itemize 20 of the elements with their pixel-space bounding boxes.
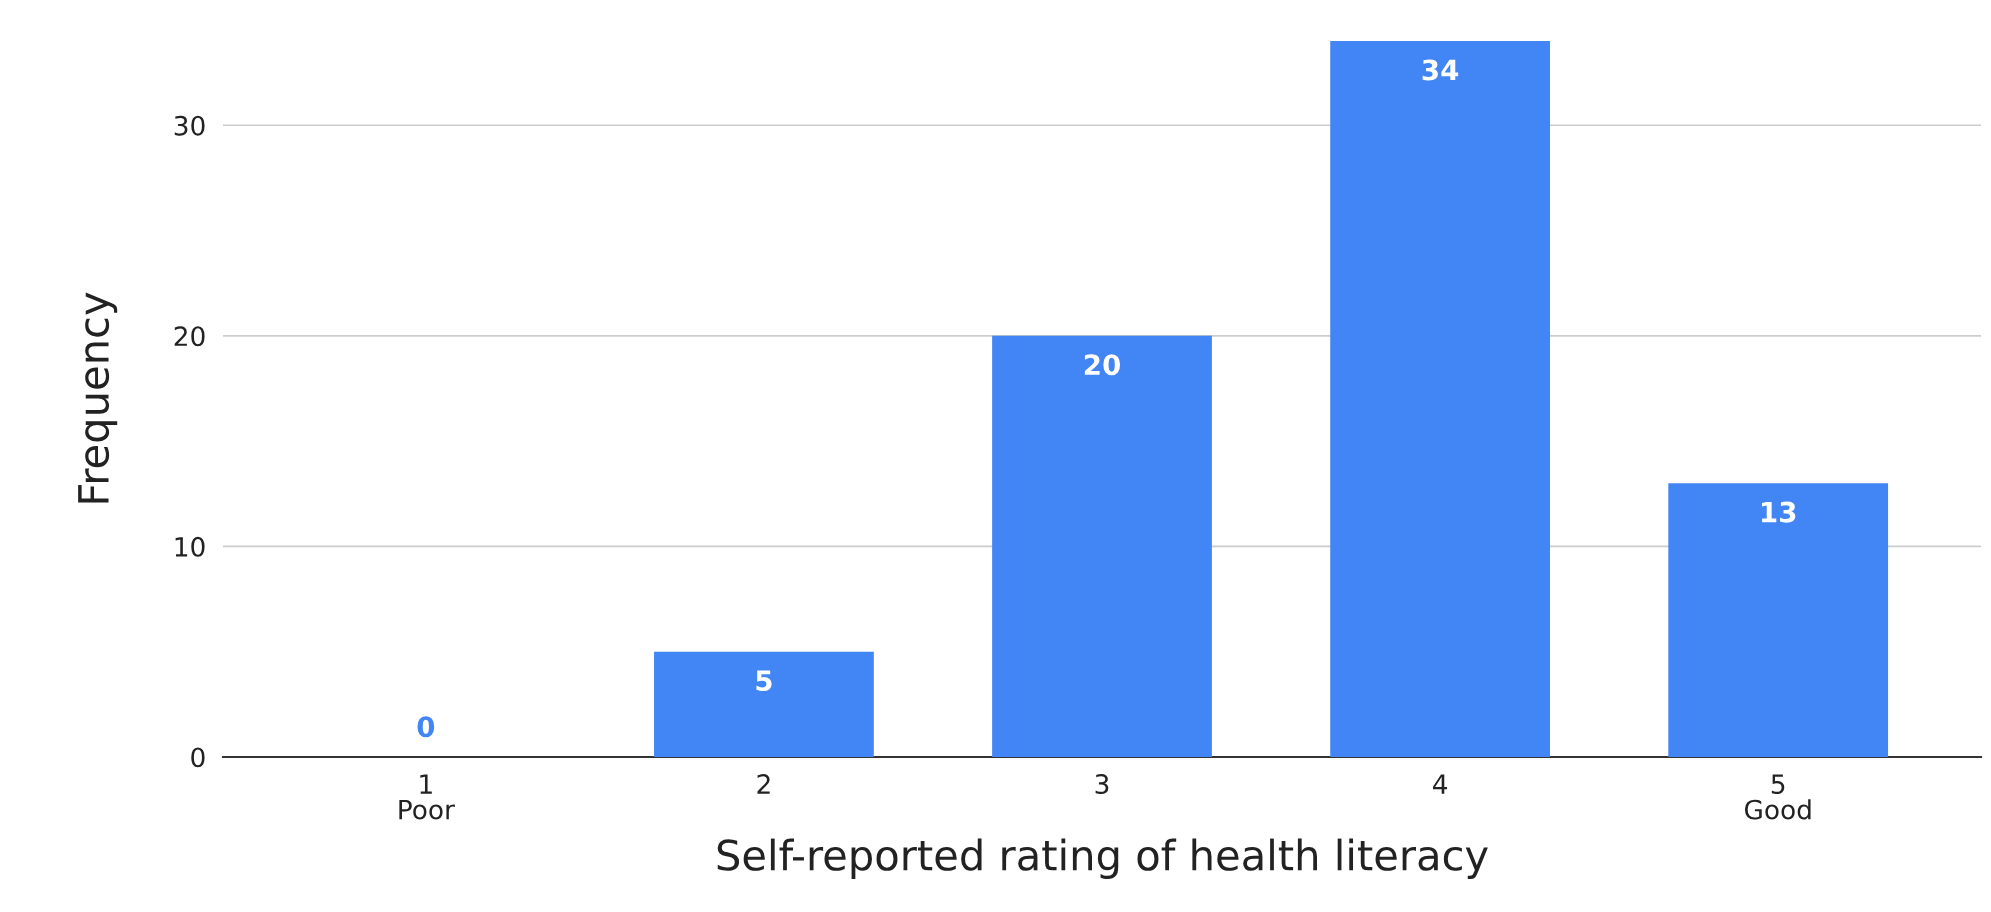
x-tick-label: 2: [757, 774, 770, 794]
bar: [1668, 483, 1889, 757]
data-label: 0: [417, 716, 435, 738]
y-tick-label: 20: [174, 326, 205, 347]
x-axis-title: Self-reported rating of health literacy: [717, 838, 1488, 879]
data-label: 5: [756, 670, 772, 692]
x-tick-label: 4: [1433, 774, 1448, 794]
bar: [1330, 41, 1550, 757]
y-tick-label: 10: [175, 536, 205, 557]
bar: [992, 335, 1212, 757]
bar: [654, 651, 874, 757]
data-label: 34: [1422, 59, 1459, 81]
data-label: 13: [1762, 501, 1796, 523]
data-label: 20: [1084, 354, 1121, 376]
x-tick-label: 3: [1095, 774, 1109, 795]
y-tick-label: 0: [191, 747, 205, 768]
y-axis-title: Frequency: [78, 292, 118, 503]
x-tick-label: 5 Good: [1744, 774, 1811, 820]
y-tick-label: 30: [174, 115, 205, 136]
x-tick-label: 1 Poor: [399, 774, 455, 820]
